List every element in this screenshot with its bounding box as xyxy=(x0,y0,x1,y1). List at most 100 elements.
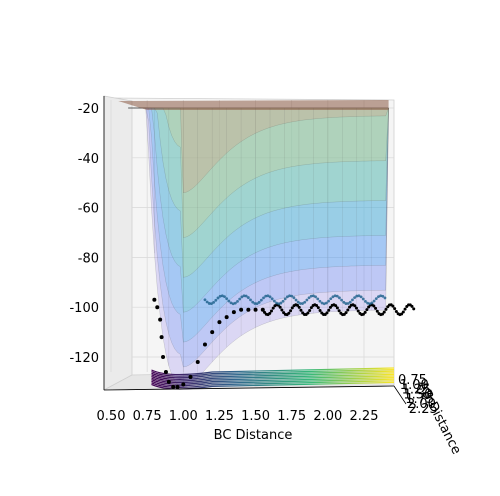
trajectory-point xyxy=(218,294,222,298)
left-pane xyxy=(103,95,133,391)
trajectory-point xyxy=(381,294,385,298)
x-tick-label: 2.00 xyxy=(313,409,342,424)
trajectory-point xyxy=(379,294,383,298)
trajectory-point xyxy=(383,296,387,300)
y-axis-title: AB Distance xyxy=(415,380,464,457)
trajectory-point xyxy=(309,306,313,310)
trajectory-point xyxy=(305,298,309,302)
trajectory-point xyxy=(381,312,385,316)
trajectory-point xyxy=(354,306,358,310)
trajectory-point xyxy=(325,311,329,315)
y-tick-label: 1.00 xyxy=(400,378,429,393)
trajectory-point xyxy=(220,294,224,298)
trajectory-point xyxy=(377,295,380,299)
trajectory-point xyxy=(262,296,265,300)
trajectory-point xyxy=(348,305,352,309)
y-tick-label: 2.25 xyxy=(409,402,438,417)
trajectory-point xyxy=(214,298,218,302)
trajectory-point xyxy=(278,305,282,309)
trajectory-point xyxy=(316,306,320,310)
trajectory-point xyxy=(333,294,337,298)
trajectory-point xyxy=(357,294,361,298)
trajectory-point xyxy=(410,304,414,308)
trajectory-point xyxy=(368,302,372,306)
z-tick-label: -20 xyxy=(78,102,99,117)
trajectory-point xyxy=(155,305,160,310)
trajectory-point xyxy=(393,307,397,311)
trajectory-point xyxy=(257,300,261,304)
trajectory-point xyxy=(298,302,302,305)
trajectory-point xyxy=(259,298,263,302)
trajectory-point xyxy=(227,299,231,303)
trajectory-point xyxy=(152,297,157,302)
trajectory-point xyxy=(353,304,357,308)
trajectory-point xyxy=(327,299,330,303)
surface-ridge xyxy=(118,100,389,110)
x-axis-line xyxy=(103,385,395,391)
trajectory-point xyxy=(251,300,255,304)
z-tick-label: -40 xyxy=(78,152,99,167)
trajectory-point xyxy=(374,297,378,301)
trajectory-point xyxy=(175,384,180,389)
trajectory-point xyxy=(166,379,171,384)
trajectory-point xyxy=(277,302,281,306)
contour-line xyxy=(151,378,395,387)
trajectory-point xyxy=(296,300,300,304)
trajectory-point xyxy=(231,310,236,315)
trajectory-point xyxy=(370,301,374,305)
trajectory-point xyxy=(217,320,222,325)
trajectory-point xyxy=(355,294,359,298)
trajectory-point xyxy=(292,296,296,300)
trajectory-point xyxy=(231,302,235,306)
surface-slice xyxy=(128,107,389,278)
trajectory-point xyxy=(233,301,237,305)
x-tick-label: 0.50 xyxy=(97,409,126,424)
trajectory-point xyxy=(394,309,398,313)
trajectory-point xyxy=(340,298,343,302)
trajectory-point xyxy=(264,294,268,298)
trajectory-point xyxy=(205,300,209,304)
trajectory-point xyxy=(318,308,322,312)
x-tick-label: 1.75 xyxy=(277,409,306,424)
trajectory-point xyxy=(224,315,229,320)
trajectory-point xyxy=(403,307,407,311)
trajectory-point xyxy=(312,294,315,298)
contour-line xyxy=(151,375,395,384)
trajectory-point xyxy=(238,297,242,301)
trajectory-point xyxy=(290,306,294,310)
trajectory-point xyxy=(391,304,395,308)
trajectory-point xyxy=(322,302,326,306)
trajectory-point xyxy=(253,302,257,305)
trajectory-point xyxy=(203,298,207,302)
y-tick-label: 0.75 xyxy=(398,373,427,388)
trajectory-point xyxy=(246,307,251,312)
trajectory-point xyxy=(269,309,273,313)
trajectory-point xyxy=(255,302,259,305)
trajectory-point xyxy=(240,295,244,299)
trajectory-point xyxy=(283,297,287,301)
contour-line xyxy=(151,377,395,385)
trajectory-point xyxy=(344,311,348,315)
trajectory-point xyxy=(412,307,416,311)
trajectory-point xyxy=(163,369,168,374)
trajectory-point xyxy=(279,301,283,305)
trajectory-point xyxy=(212,301,216,304)
trajectory-point xyxy=(236,299,239,303)
x-axis-title: BC Distance xyxy=(214,428,293,443)
surface-slice xyxy=(128,107,389,368)
x-tick-label: 2.25 xyxy=(350,409,379,424)
x-tick-label: 1.50 xyxy=(241,409,270,424)
trajectory-point xyxy=(229,301,233,305)
contour-line xyxy=(151,372,395,380)
surface-slice xyxy=(128,107,389,238)
trajectory-point xyxy=(271,306,275,310)
trajectory-point xyxy=(275,301,278,305)
trajectory-point xyxy=(158,317,163,322)
trajectory-point xyxy=(223,295,226,299)
y-tick-label: 1.75 xyxy=(405,392,434,407)
trajectory-point xyxy=(320,301,324,305)
trajectory-point xyxy=(361,297,365,301)
z-tick-label: -80 xyxy=(78,251,99,266)
trajectory-point xyxy=(188,374,193,379)
trajectory-point xyxy=(325,301,328,305)
